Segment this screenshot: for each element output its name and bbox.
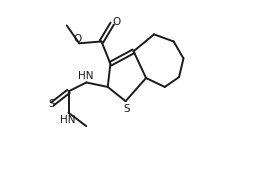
Text: O: O — [73, 34, 82, 44]
Text: O: O — [112, 17, 120, 27]
Text: HN: HN — [60, 115, 75, 125]
Text: S: S — [123, 104, 130, 114]
Text: HN: HN — [78, 71, 93, 81]
Text: S: S — [48, 99, 55, 109]
